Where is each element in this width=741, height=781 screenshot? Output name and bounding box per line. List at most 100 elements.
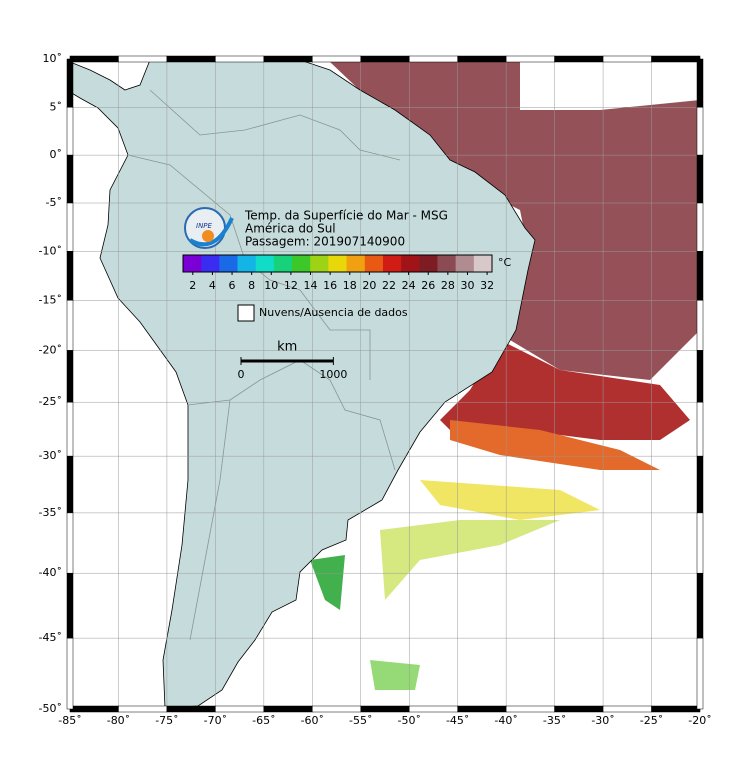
frame-segment bbox=[66, 401, 74, 457]
frame-segment bbox=[263, 55, 313, 63]
frame-segment bbox=[312, 705, 362, 713]
frame-segment bbox=[360, 55, 410, 63]
colorbar-label: 22 bbox=[382, 279, 396, 292]
colorbar-swatch bbox=[292, 255, 311, 272]
x-tick-label: -25˚ bbox=[640, 714, 663, 727]
frame-segment bbox=[696, 202, 704, 252]
x-tick-label: -65˚ bbox=[252, 714, 275, 727]
pass-time: Passagem: 201907140900 bbox=[245, 235, 405, 249]
x-tick-label: -55˚ bbox=[349, 714, 372, 727]
country-borders bbox=[127, 89, 401, 641]
y-tick-label: -35˚ bbox=[39, 506, 62, 519]
frame-segment bbox=[696, 300, 704, 351]
frame-segment bbox=[66, 251, 74, 301]
frame-segment bbox=[118, 705, 168, 713]
frame-segment bbox=[69, 705, 119, 713]
scale-bar-label: 1000 bbox=[319, 368, 347, 381]
frame-segment bbox=[118, 55, 168, 63]
frame-segment bbox=[66, 300, 74, 351]
cool-water bbox=[310, 555, 345, 610]
colorbar: 2 4 6 8 10 12 14 16 18 20 22 24 26 28 30 32 bbox=[182, 254, 494, 292]
colorbar-swatch bbox=[328, 255, 348, 272]
frame-segment bbox=[408, 55, 458, 63]
colorbar-swatch bbox=[346, 255, 366, 272]
frame-segment bbox=[696, 154, 704, 204]
colorbar-swatch bbox=[473, 255, 493, 272]
x-tick-label: -70˚ bbox=[204, 714, 227, 727]
y-tick-label: -25˚ bbox=[39, 395, 62, 408]
frame-segment bbox=[696, 401, 704, 457]
logo-text: INPE bbox=[196, 222, 213, 230]
frame-segment bbox=[66, 572, 74, 639]
frame-segment bbox=[215, 55, 265, 63]
frame-segment bbox=[651, 55, 701, 63]
scale-bar-label: 0 bbox=[238, 368, 245, 381]
colorbar-swatch bbox=[419, 255, 438, 272]
y-tick-label: -50˚ bbox=[39, 702, 62, 715]
x-tick-label: -45˚ bbox=[446, 714, 469, 727]
colorbar-swatch bbox=[237, 255, 257, 272]
x-tick-label: -40˚ bbox=[494, 714, 517, 727]
y-tick-label: 5˚ bbox=[50, 100, 63, 113]
colorbar-label: 10 bbox=[264, 279, 278, 292]
x-tick-label: -75˚ bbox=[155, 714, 178, 727]
title: Temp. da Superfície do Mar - MSG bbox=[244, 209, 448, 223]
legend-swatch bbox=[237, 304, 255, 322]
colorbar-swatch bbox=[455, 255, 475, 272]
colorbar-swatch bbox=[201, 255, 220, 272]
x-tick-label: -80˚ bbox=[107, 714, 130, 727]
colorbar-swatch bbox=[437, 255, 457, 272]
colorbar-label: 8 bbox=[248, 279, 255, 292]
colorbar-swatch bbox=[219, 255, 239, 272]
frame-segment bbox=[554, 55, 604, 63]
frame-segment bbox=[505, 705, 555, 713]
scale-bar-line bbox=[241, 359, 334, 363]
colorbar-label: 18 bbox=[343, 279, 357, 292]
frame-segment bbox=[66, 107, 74, 156]
y-tick-label: -15˚ bbox=[39, 293, 62, 306]
colorbar-label: 28 bbox=[441, 279, 455, 292]
y-tick-label: -40˚ bbox=[39, 566, 62, 579]
colorbar-unit: °C bbox=[498, 256, 512, 269]
frame-segment bbox=[602, 705, 652, 713]
y-tick-label: -10˚ bbox=[39, 244, 62, 257]
frame-segment bbox=[66, 202, 74, 252]
colorbar-label: 14 bbox=[304, 279, 318, 292]
colorbar-label: 2 bbox=[189, 279, 196, 292]
frame-segment bbox=[457, 55, 507, 63]
frame-segment bbox=[215, 705, 265, 713]
x-tick-label: -50˚ bbox=[397, 714, 420, 727]
frame-segment bbox=[651, 705, 701, 713]
colorbar-swatch bbox=[183, 255, 202, 272]
legend-label: Nuvens/Ausencia de dados bbox=[259, 306, 408, 319]
x-tick-label: -30˚ bbox=[591, 714, 614, 727]
frame-segment bbox=[69, 55, 119, 63]
frame-segment bbox=[166, 705, 216, 713]
frame-segment bbox=[360, 705, 410, 713]
y-tick-label: 10˚ bbox=[43, 52, 63, 65]
cool-water bbox=[370, 660, 420, 690]
colorbar-label: 20 bbox=[362, 279, 376, 292]
scale-bar-unit: km bbox=[277, 340, 297, 355]
frame-segment bbox=[696, 58, 704, 108]
colorbar-label: 4 bbox=[209, 279, 216, 292]
colorbar-swatch bbox=[273, 255, 293, 272]
colorbar-label: 24 bbox=[402, 279, 416, 292]
colorbar-label: 30 bbox=[460, 279, 474, 292]
colorbar-frame bbox=[182, 254, 493, 273]
colorbar-swatch bbox=[310, 255, 329, 272]
scale-bar: 0 1000 km bbox=[238, 340, 348, 382]
frame-segment bbox=[696, 512, 704, 574]
colorbar-label: 6 bbox=[229, 279, 236, 292]
frame-segment bbox=[166, 55, 216, 63]
frame-segment bbox=[696, 637, 704, 710]
frame-segment bbox=[554, 705, 604, 713]
frame-segment bbox=[66, 58, 74, 108]
colorbar-swatch bbox=[364, 255, 384, 272]
frame-segment bbox=[408, 705, 458, 713]
colorbar-label: 32 bbox=[480, 279, 494, 292]
frame-segment bbox=[696, 350, 704, 403]
warm-water bbox=[440, 340, 690, 440]
colorbar-label: 16 bbox=[323, 279, 337, 292]
